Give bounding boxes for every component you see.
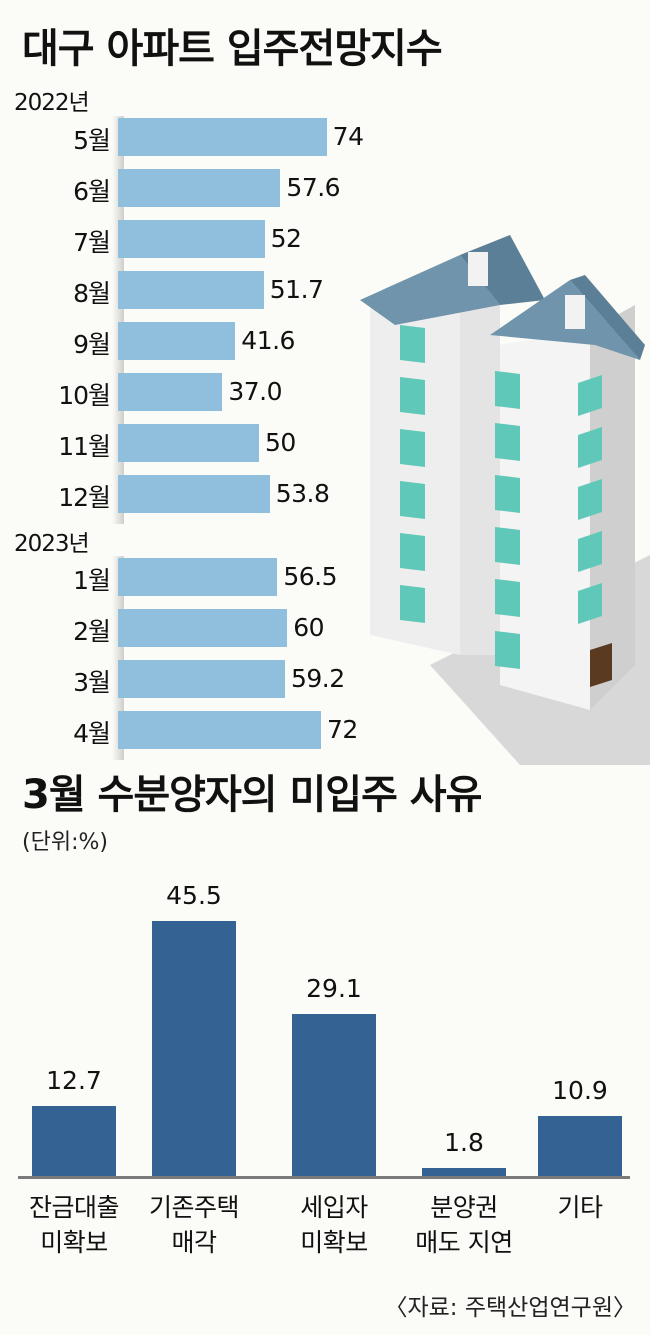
month-label: 2월 bbox=[73, 617, 111, 646]
category-label-line: 미확보 bbox=[40, 1228, 108, 1257]
hbar-value-label: 51.7 bbox=[269, 275, 324, 304]
vbar-value-label: 45.5 bbox=[166, 880, 222, 910]
hbar bbox=[118, 660, 285, 698]
hbar bbox=[118, 424, 259, 462]
month-label: 10월 bbox=[58, 381, 111, 410]
hbar bbox=[118, 322, 236, 360]
chart-title-top: 대구 아파트 입주전망지수 bbox=[22, 26, 443, 72]
hbar bbox=[118, 711, 322, 749]
hbar bbox=[118, 373, 223, 411]
hbar bbox=[118, 558, 278, 596]
hbar bbox=[118, 220, 265, 258]
source-note: 〈자료: 주택산업연구원〉 bbox=[384, 1295, 636, 1321]
vbar bbox=[422, 1167, 506, 1178]
vbar-value-label: 12.7 bbox=[46, 1066, 102, 1096]
hbar-value-label: 50 bbox=[265, 428, 296, 457]
hbar-value-label: 72 bbox=[327, 715, 358, 744]
category-label-line: 세입자 bbox=[300, 1193, 368, 1222]
hbar bbox=[118, 271, 264, 309]
hbar-value-label: 59.2 bbox=[290, 664, 345, 693]
month-label: 4월 bbox=[73, 719, 111, 748]
category-label-line: 미확보 bbox=[300, 1228, 368, 1257]
category-label: 기타 bbox=[515, 1190, 645, 1225]
hbar-value-label: 56.5 bbox=[283, 562, 337, 591]
vbar bbox=[152, 920, 236, 1178]
vbar bbox=[538, 1116, 622, 1178]
month-label: 3월 bbox=[73, 668, 111, 697]
category-label-line: 매각 bbox=[171, 1228, 217, 1257]
month-label: 11월 bbox=[58, 432, 111, 461]
category-label-line: 분양권 bbox=[430, 1193, 498, 1222]
hbar-value-label: 74 bbox=[332, 122, 364, 151]
month-label: 5월 bbox=[73, 126, 111, 155]
axis-shadow bbox=[112, 556, 124, 760]
year-label: 2022년 bbox=[14, 90, 90, 116]
vbar bbox=[292, 1013, 376, 1178]
month-label: 1월 bbox=[73, 566, 111, 595]
apartment-building-illustration bbox=[360, 235, 650, 765]
hbar-value-label: 57.6 bbox=[286, 173, 341, 202]
category-label-line: 매도 지연 bbox=[415, 1228, 513, 1257]
axis-shadow bbox=[112, 116, 124, 524]
hbar-value-label: 53.8 bbox=[275, 479, 330, 508]
month-label: 9월 bbox=[73, 330, 111, 359]
month-label: 12월 bbox=[58, 483, 111, 512]
vbar-value-label: 1.8 bbox=[444, 1127, 484, 1157]
vbar-value-label: 10.9 bbox=[552, 1076, 608, 1106]
category-label-line: 잔금대출 bbox=[28, 1193, 120, 1222]
unit-label: (단위:%) bbox=[22, 830, 108, 855]
category-label-line: 기타 bbox=[557, 1193, 603, 1222]
hbar bbox=[118, 475, 270, 513]
hbar-value-label: 60 bbox=[293, 613, 324, 642]
hbar-value-label: 37.0 bbox=[228, 377, 282, 406]
month-label: 6월 bbox=[73, 177, 111, 206]
hbar bbox=[118, 609, 288, 647]
chart-baseline bbox=[18, 1176, 630, 1179]
chart-title-bottom: 3월 수분양자의 미입주 사유 bbox=[22, 772, 482, 818]
vbar bbox=[32, 1106, 116, 1178]
vbar-value-label: 29.1 bbox=[306, 973, 362, 1003]
month-label: 8월 bbox=[73, 279, 111, 308]
year-label: 2023년 bbox=[14, 531, 90, 557]
hbar bbox=[118, 118, 327, 156]
hbar bbox=[118, 169, 281, 207]
category-label-line: 기존주택 bbox=[148, 1193, 240, 1222]
hbar-value-label: 52 bbox=[270, 224, 302, 253]
hbar-value-label: 41.6 bbox=[241, 326, 295, 355]
month-label: 7월 bbox=[73, 228, 111, 257]
